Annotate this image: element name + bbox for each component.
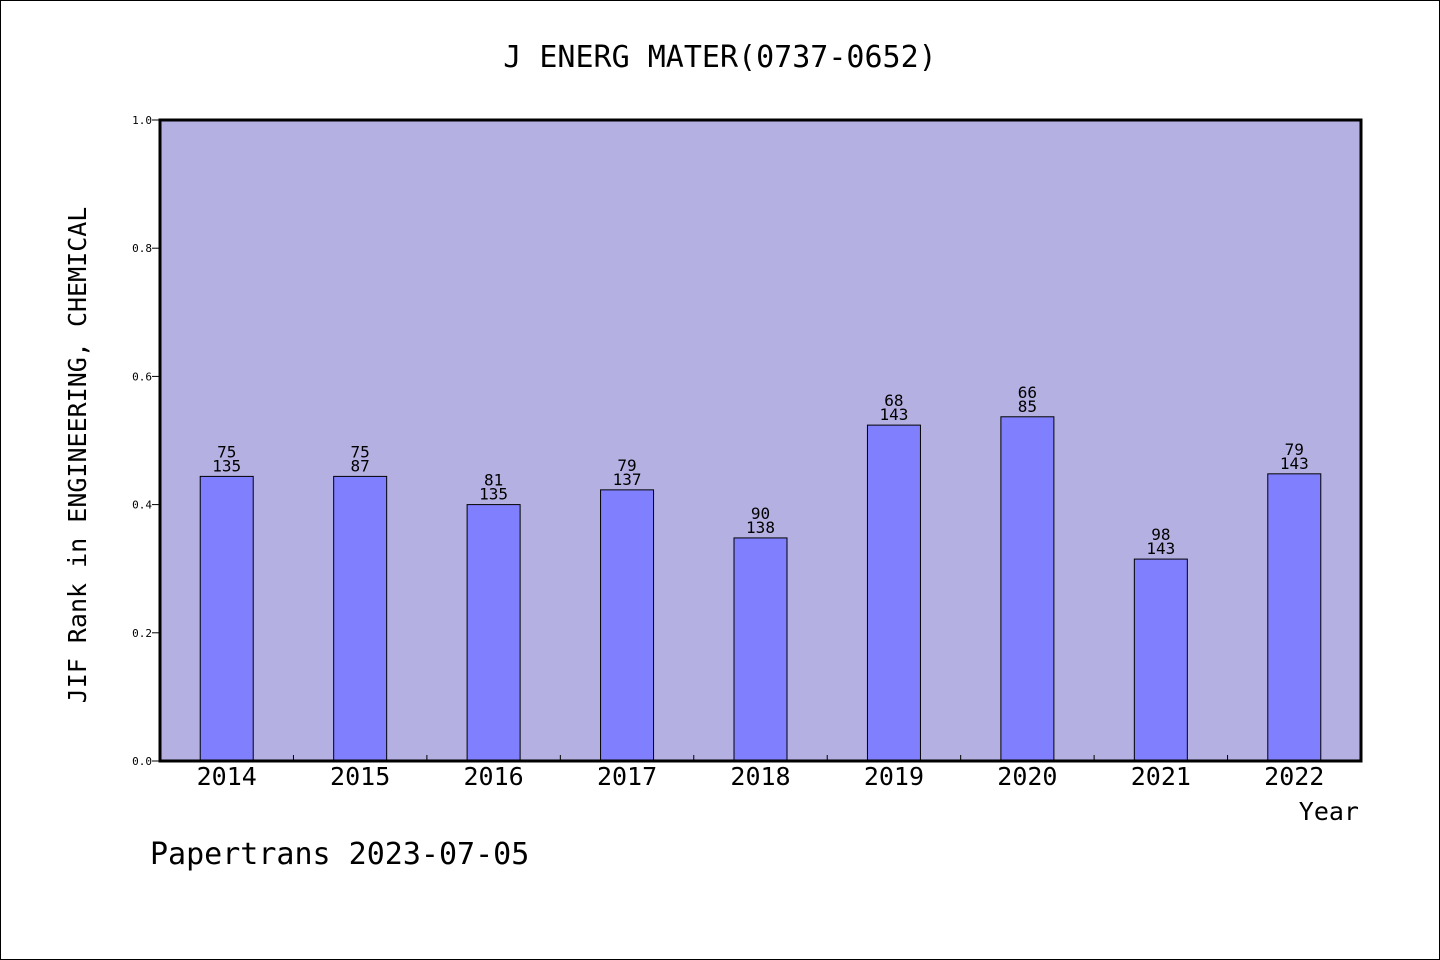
bar-total-label: 143 (1280, 454, 1309, 473)
x-tick-label: 2020 (997, 762, 1057, 791)
bar (199, 475, 254, 762)
bar (333, 475, 388, 762)
plot-border (158, 118, 1363, 763)
bar (1000, 416, 1055, 762)
bar (866, 424, 921, 762)
bar-rank-label: 90 (751, 504, 770, 523)
bar-total-label: 135 (212, 456, 241, 475)
x-tick-label: 2022 (1264, 762, 1324, 791)
bar (600, 489, 655, 762)
bar (1267, 473, 1322, 762)
bar (1133, 558, 1188, 762)
bar-total-label: 137 (613, 470, 642, 489)
y-tick-label: 0.8 (132, 242, 152, 255)
x-tick-label: 2016 (464, 762, 524, 791)
x-tick-label: 2015 (330, 762, 390, 791)
bar-rank-label: 75 (351, 442, 370, 461)
y-tick-label: 0.6 (132, 370, 152, 383)
bar-rank-label: 81 (484, 471, 503, 490)
bar-rank-label: 75 (217, 442, 236, 461)
bar (733, 537, 788, 762)
x-tick-label: 2021 (1131, 762, 1191, 791)
footer-watermark: Papertrans 2023-07-05 (150, 837, 529, 872)
y-tick-label: 0.4 (132, 499, 152, 512)
x-tick-label: 2017 (597, 762, 657, 791)
bar-total-label: 143 (879, 405, 908, 424)
y-tick-label: 0.0 (132, 755, 152, 768)
y-tick-label: 0.2 (132, 627, 152, 640)
bar-rank-label: 68 (884, 391, 903, 410)
x-axis-label: Year (1299, 797, 1359, 826)
bar-total-label: 85 (1018, 397, 1037, 416)
bar-rank-label: 79 (1285, 440, 1304, 459)
bar-rank-label: 79 (617, 456, 636, 475)
bar-rank-label: 66 (1018, 383, 1037, 402)
bar-total-label: 87 (351, 456, 370, 475)
y-axis-label: JIF Rank in ENGINEERING, CHEMICAL (63, 207, 92, 704)
chart-title: J ENERG MATER(0737-0652) (503, 40, 936, 75)
x-tick-label: 2018 (730, 762, 790, 791)
bar-total-label: 138 (746, 518, 775, 537)
bar-total-label: 135 (479, 485, 508, 504)
bar-rank-label: 98 (1151, 525, 1170, 544)
x-tick-label: 2019 (864, 762, 924, 791)
bar (466, 504, 521, 762)
y-tick-label: 1.0 (132, 114, 152, 127)
x-tick-label: 2014 (197, 762, 257, 791)
bar-total-label: 143 (1146, 539, 1175, 558)
